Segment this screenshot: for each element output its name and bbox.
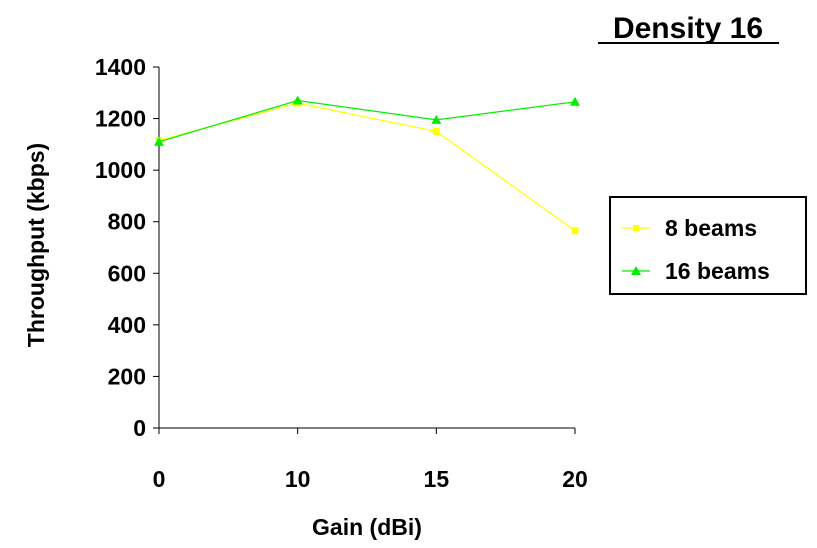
plot-area xyxy=(154,95,580,235)
y-tick-label: 600 xyxy=(108,260,146,286)
data-point-8-beams xyxy=(432,127,440,135)
y-axis-ticks: 0 200 400 600 800 1000 1200 1400 xyxy=(95,54,159,441)
data-point-16-beams xyxy=(570,96,580,106)
legend-item-8-beams: 8 beams xyxy=(622,215,757,241)
legend-label-8-beams: 8 beams xyxy=(665,215,757,241)
x-axis-ticks: 0 10 15 20 xyxy=(153,428,588,492)
y-tick-label: 400 xyxy=(108,312,146,338)
x-axis-title: Gain (dBi) xyxy=(312,514,422,540)
x-tick-label: 15 xyxy=(424,466,450,492)
y-tick-label: 200 xyxy=(108,363,146,389)
data-point-16-beams xyxy=(292,95,303,105)
legend-triangle-marker xyxy=(631,266,641,275)
data-point-16-beams xyxy=(154,136,164,146)
series-line-16-beams xyxy=(158,99,576,143)
data-point-8-beams xyxy=(571,227,579,235)
legend-square-marker xyxy=(633,225,639,231)
legend-box xyxy=(609,196,807,295)
y-tick-label: 1000 xyxy=(95,157,146,183)
y-tick-label: 1400 xyxy=(95,54,146,80)
legend-item-16-beams: 16 beams xyxy=(622,258,770,284)
y-tick-label: 0 xyxy=(133,415,146,441)
x-tick-label: 10 xyxy=(285,466,311,492)
x-tick-label: 20 xyxy=(562,466,588,492)
y-tick-label: 1200 xyxy=(95,106,146,132)
legend: 8 beams 16 beams xyxy=(609,196,807,295)
y-tick-label: 800 xyxy=(108,209,146,235)
x-axis: 0 10 15 20 xyxy=(153,427,588,492)
y-axis-title: Throughput (kbps) xyxy=(23,143,49,347)
y-axis: 0 200 400 600 800 1000 1200 1400 xyxy=(95,54,160,441)
series-line-8-beams xyxy=(158,102,576,232)
legend-label-16-beams: 16 beams xyxy=(665,258,770,284)
chart-title: Density 16 xyxy=(613,12,763,45)
x-tick-label: 0 xyxy=(153,466,166,492)
data-point-16-beams xyxy=(431,114,442,124)
